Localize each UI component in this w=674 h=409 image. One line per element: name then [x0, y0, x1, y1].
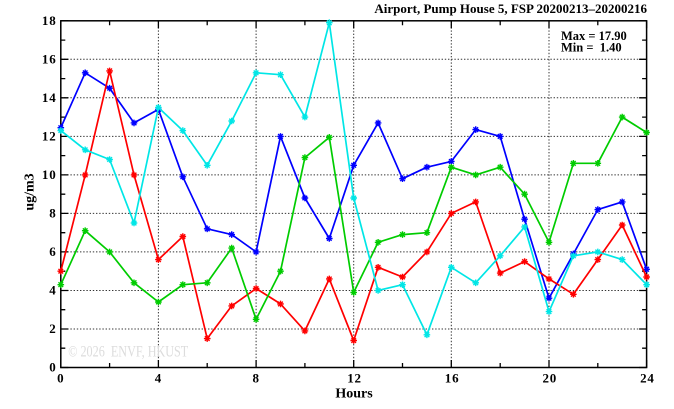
- svg-text:2: 2: [49, 321, 56, 336]
- svg-text:12: 12: [42, 129, 57, 144]
- svg-text:8: 8: [49, 206, 56, 221]
- svg-text:20: 20: [542, 371, 557, 386]
- svg-text:0: 0: [57, 371, 64, 386]
- svg-text:16: 16: [42, 52, 57, 67]
- svg-text:10: 10: [42, 167, 57, 182]
- svg-text:4: 4: [49, 283, 56, 298]
- svg-text:4: 4: [155, 371, 162, 386]
- svg-text:18: 18: [42, 13, 57, 28]
- svg-text:ug/m3: ug/m3: [23, 173, 38, 210]
- svg-text:16: 16: [445, 371, 460, 386]
- svg-text:© 2026 ENVF, HKUST: © 2026 ENVF, HKUST: [68, 343, 188, 361]
- svg-text:Min = 1.40: Min = 1.40: [561, 40, 622, 54]
- svg-text:8: 8: [252, 371, 259, 386]
- svg-text:0: 0: [49, 360, 56, 375]
- svg-text:Airport, Pump House 5, FSP 202: Airport, Pump House 5, FSP 20200213–2020…: [374, 1, 647, 16]
- svg-text:14: 14: [42, 90, 57, 105]
- svg-text:6: 6: [49, 244, 56, 259]
- svg-text:24: 24: [640, 371, 655, 386]
- svg-text:12: 12: [347, 371, 362, 386]
- svg-text:Max = 17.90: Max = 17.90: [561, 29, 627, 43]
- svg-text:Hours: Hours: [335, 387, 373, 402]
